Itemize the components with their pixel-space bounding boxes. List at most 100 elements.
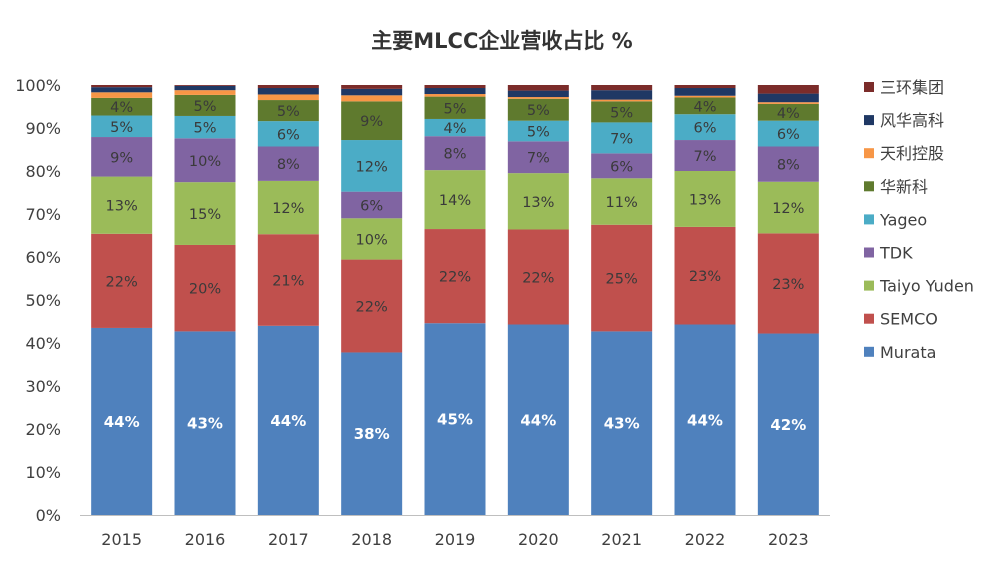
legend-label: 天利控股 <box>880 144 944 163</box>
bar-segment <box>341 259 403 353</box>
bar-segment <box>674 114 736 141</box>
data-label: 7% <box>693 149 716 165</box>
chart-title: 主要MLCC企业营收占比 % <box>371 29 632 53</box>
data-label: 9% <box>360 114 383 130</box>
bar-segment <box>341 85 403 89</box>
bar-segment <box>591 178 653 225</box>
bar-segment <box>257 325 319 515</box>
bar-segment <box>174 90 236 95</box>
bar-segment <box>174 331 236 515</box>
bar-segment <box>757 102 819 104</box>
bar-segment <box>424 323 486 515</box>
bar-segment <box>591 153 653 179</box>
data-label: 44% <box>104 413 140 431</box>
legend-swatch <box>864 148 874 159</box>
data-label: 38% <box>354 425 390 443</box>
legend-label: TDK <box>879 244 913 263</box>
data-label: 21% <box>272 274 304 290</box>
y-tick-label: 0% <box>36 506 61 525</box>
data-label: 6% <box>693 121 716 137</box>
y-tick-label: 90% <box>25 119 61 138</box>
y-tick-label: 20% <box>25 420 61 439</box>
data-label: 5% <box>110 120 133 136</box>
x-tick-label: 2017 <box>268 530 309 549</box>
bar-segment <box>91 233 153 328</box>
bar-segment <box>591 99 653 102</box>
bar-segment <box>174 138 236 183</box>
data-label: 8% <box>277 157 300 173</box>
bar-segment <box>591 90 653 100</box>
bar-segment <box>674 95 736 98</box>
bar-segment <box>257 88 319 95</box>
bar-segment <box>257 85 319 89</box>
bar-segment <box>257 121 319 147</box>
x-tick-label: 2016 <box>185 530 226 549</box>
bar-segment <box>91 87 153 93</box>
bar-segment <box>674 85 736 89</box>
bar-segment <box>257 180 319 235</box>
legend-swatch <box>864 346 874 357</box>
bar-segment <box>341 218 403 260</box>
data-label: 6% <box>360 198 383 214</box>
x-axis: 2015 2016 2017 2018 2019 2020 2021 2022 2023 <box>80 515 830 549</box>
legend-label: Yageo <box>879 210 927 229</box>
legend-label: 华新科 <box>880 177 928 196</box>
data-label: 13% <box>689 192 721 208</box>
bar-segment <box>257 94 319 101</box>
bar-segment <box>507 90 569 98</box>
y-tick-label: 10% <box>25 463 61 482</box>
bar-segment <box>674 88 736 96</box>
data-label: 22% <box>439 270 471 286</box>
bars <box>91 85 819 515</box>
bar-segment <box>507 229 569 325</box>
data-label: 7% <box>527 151 550 167</box>
bar-segment <box>174 94 236 116</box>
data-label: 13% <box>522 195 554 211</box>
data-label: 43% <box>604 415 640 433</box>
y-tick-label: 100% <box>15 76 61 95</box>
legend-label: Taiyo Yuden <box>879 277 974 296</box>
data-label: 11% <box>606 195 638 211</box>
data-label: 23% <box>689 269 721 285</box>
bar-segment <box>507 120 569 142</box>
bar-segment <box>257 100 319 122</box>
data-label: 6% <box>610 159 633 175</box>
data-label: 8% <box>777 158 800 174</box>
bar-segment <box>507 173 569 230</box>
x-tick-label: 2021 <box>601 530 642 549</box>
bar-segment <box>91 176 153 234</box>
bar-segment <box>91 85 153 88</box>
bar-segment <box>757 146 819 182</box>
bar-segment <box>591 85 653 91</box>
data-label: 44% <box>520 411 556 429</box>
bar-segment <box>507 324 569 515</box>
data-label: 23% <box>772 277 804 293</box>
data-label: 44% <box>687 411 723 429</box>
x-tick-label: 2022 <box>685 530 726 549</box>
data-label: 4% <box>693 99 716 115</box>
bar-segment <box>591 122 653 154</box>
bar-segment <box>341 191 403 219</box>
data-label: 5% <box>193 121 216 137</box>
x-tick-label: 2020 <box>518 530 559 549</box>
data-label: 4% <box>443 121 466 137</box>
data-label: 4% <box>777 106 800 122</box>
bar-segment <box>424 118 486 137</box>
bar-segment <box>174 85 236 91</box>
y-tick-label: 80% <box>25 162 61 181</box>
bar-segment <box>257 234 319 326</box>
legend-swatch <box>864 313 874 324</box>
data-label: 44% <box>270 412 306 430</box>
x-tick-label: 2015 <box>101 530 142 549</box>
bar-segment <box>341 352 403 515</box>
data-label: 12% <box>356 159 388 175</box>
y-tick-label: 40% <box>25 334 61 353</box>
data-label: 42% <box>770 416 806 434</box>
bar-segment <box>424 229 486 324</box>
legend-swatch <box>864 247 874 258</box>
legend-swatch <box>864 280 874 291</box>
bar-segment <box>424 96 486 119</box>
bar-segment <box>757 233 819 334</box>
